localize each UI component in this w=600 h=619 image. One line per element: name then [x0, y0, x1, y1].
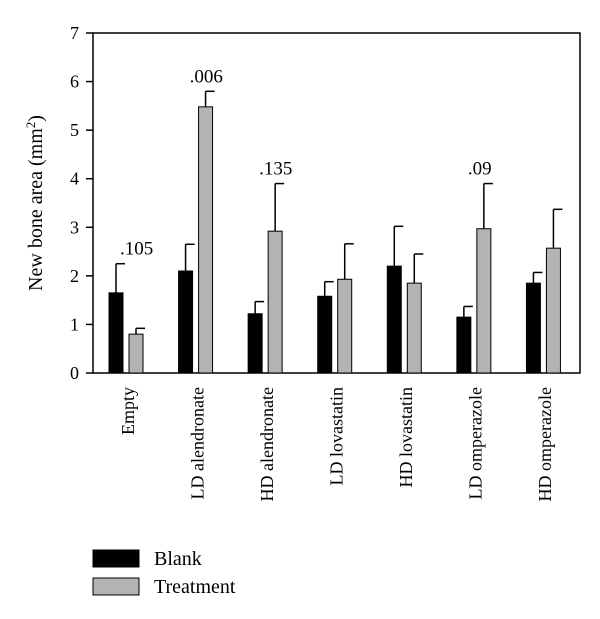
- legend-swatch-blank: [92, 549, 140, 568]
- y-tick-label: 0: [70, 363, 79, 383]
- bar-blank: [525, 282, 541, 374]
- bar-treatment: [128, 333, 144, 374]
- bar-blank: [386, 265, 402, 374]
- y-tick-label: 6: [70, 72, 79, 92]
- bar-blank: [247, 313, 263, 374]
- x-tick-label: LD alendronate: [187, 387, 207, 499]
- annotations: .105 .006 .135 .09: [120, 66, 492, 259]
- y-tick-label: 1: [70, 314, 79, 334]
- legend-label-blank: Blank: [154, 548, 202, 570]
- bar-treatment: [267, 230, 283, 374]
- p-value-label: .006: [190, 66, 223, 87]
- y-tick-label: 4: [70, 169, 79, 189]
- x-tick-label: HD lovastatin: [396, 387, 416, 488]
- bar-blank: [108, 292, 124, 374]
- x-tick-label: HD omperazole: [535, 387, 555, 501]
- y-tick-label: 5: [70, 120, 79, 140]
- plot-area: [92, 32, 581, 374]
- p-value-label: .135: [259, 159, 292, 180]
- y-axis-title: New bone area (mm2): [23, 115, 47, 291]
- plot-frame: [92, 32, 581, 374]
- bar-treatment: [476, 228, 492, 374]
- bar-treatment: [198, 106, 214, 374]
- p-value-label: .09: [468, 159, 492, 180]
- bar-blank: [178, 270, 194, 374]
- bar-treatment: [406, 282, 422, 374]
- bar-treatment: [337, 278, 353, 374]
- y-tick-label: 7: [70, 23, 79, 43]
- y-axis: 0 1 2 3 4 5 6 7: [70, 23, 93, 383]
- x-tick-label: LD lovastatin: [327, 387, 347, 485]
- x-axis-labels: Empty LD alendronate HD alendronate LD lova…: [118, 387, 555, 501]
- legend-label-treatment: Treatment: [154, 576, 236, 598]
- y-axis-title-superscript: 2: [23, 122, 38, 129]
- y-axis-title-end: ): [25, 115, 47, 122]
- y-axis-title-main: New bone area (mm: [25, 128, 47, 291]
- y-tick-label: 3: [70, 217, 79, 237]
- bars: [108, 90, 563, 374]
- bar-blank: [317, 295, 333, 374]
- legend-swatch-treatment: [92, 577, 140, 596]
- legend: Blank Treatment: [92, 548, 236, 598]
- bar-treatment: [545, 247, 561, 374]
- x-tick-label: LD omperazole: [466, 387, 486, 499]
- x-tick-label: HD alendronate: [257, 387, 277, 501]
- bar-blank: [456, 316, 472, 374]
- p-value-label: .105: [120, 239, 153, 260]
- y-tick-label: 2: [70, 266, 79, 286]
- x-tick-label: Empty: [118, 387, 138, 435]
